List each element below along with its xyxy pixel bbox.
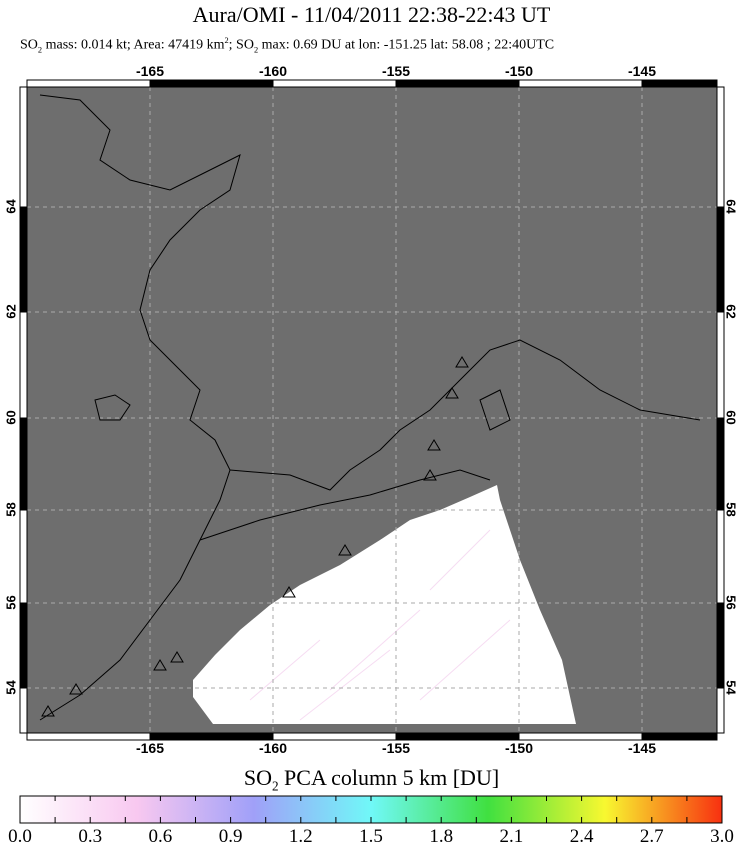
colorbar <box>19 795 723 824</box>
frame-segment <box>149 732 274 741</box>
volcano-icon <box>445 387 459 399</box>
mass-text: mass: 0.014 kt; Area: 47419 km <box>42 37 225 53</box>
colorbar-tick-label: 3.0 <box>710 826 734 847</box>
volcano-icon <box>282 586 296 598</box>
frame-segment <box>716 417 725 511</box>
lon-tick-label: -150 <box>504 740 534 756</box>
so2-retrieval-streaks <box>249 529 511 721</box>
colorbar-tick-label: 2.7 <box>639 826 664 847</box>
frame-segment <box>19 86 28 208</box>
lon-tick-label: -155 <box>381 63 411 79</box>
so2-label: SO <box>20 37 38 53</box>
colorbar-tick-label: 2.1 <box>499 826 524 847</box>
colorbar-tick-label: 0.6 <box>148 826 173 847</box>
frame-segment <box>26 732 151 741</box>
volcano-icon <box>427 439 441 451</box>
volcano-icon <box>41 705 55 717</box>
cb-title-post: PCA column 5 km [DU] <box>278 765 500 790</box>
lon-tick-label: -165 <box>135 740 165 756</box>
lon-tick-label: -160 <box>258 63 288 79</box>
map-area <box>19 79 725 741</box>
frame-segment <box>19 311 28 419</box>
colorbar-tick-label: 1.2 <box>288 826 313 847</box>
no-data-swath <box>193 485 576 724</box>
frame-segment <box>19 509 28 604</box>
frame-segment <box>716 206 725 313</box>
frame-segment <box>272 79 397 88</box>
volcano-icon <box>338 544 352 556</box>
frame-segment <box>518 79 643 88</box>
volcano-icon <box>69 683 83 695</box>
colorbar-tick-label: 0.9 <box>218 826 243 847</box>
frame-segment <box>395 79 520 88</box>
lon-tick-label: -145 <box>627 740 657 756</box>
lon-tick-label: -155 <box>381 740 411 756</box>
frame-segment <box>272 732 397 741</box>
volcano-icon <box>153 659 167 671</box>
lon-tick-label: -150 <box>504 63 534 79</box>
lon-tick-label: -145 <box>627 63 657 79</box>
sub: 2 <box>253 45 259 55</box>
frame-segment <box>716 602 725 689</box>
frame-segment <box>19 206 28 313</box>
lon-tick-label: -160 <box>258 740 288 756</box>
sup: 2 <box>224 36 229 45</box>
cb-title-sub: 2 <box>271 778 279 794</box>
so2-label: ; SO <box>228 37 254 53</box>
frame-segment <box>26 79 151 88</box>
sub: 2 <box>37 45 43 55</box>
frame-segment <box>641 732 718 741</box>
colorbar-tick-label: 0.3 <box>78 826 103 847</box>
frame-segment <box>518 732 643 741</box>
frame-segment <box>716 311 725 419</box>
frame-segment <box>149 79 274 88</box>
coastline <box>39 94 701 721</box>
frame-segment <box>716 687 725 734</box>
volcano-icon <box>455 356 469 368</box>
lon-tick-label: -165 <box>135 63 165 79</box>
frame-segment <box>716 509 725 604</box>
cb-title-pre: SO <box>243 765 272 790</box>
frame-segment <box>19 602 28 689</box>
colorbar-tick-label: 1.8 <box>429 826 454 847</box>
colorbar-tick-label: 2.4 <box>569 826 594 847</box>
map-title: Aura/OMI - 11/04/2011 22:38-22:43 UT <box>192 2 551 27</box>
frame-segment <box>19 687 28 734</box>
volcano-icon <box>423 469 437 481</box>
colorbar-title: SO2 PCA column 5 km [DU] <box>0 765 743 794</box>
colorbar-tick-label: 0.0 <box>8 826 32 847</box>
map-subtitle: SO2 mass: 0.014 kt; Area: 47419 km2; SO2… <box>20 36 554 54</box>
frame-segment <box>716 86 725 208</box>
map-frame <box>19 79 725 741</box>
frame-segment <box>19 417 28 511</box>
frame-segment <box>395 732 520 741</box>
volcano-icon <box>170 651 184 663</box>
colorbar-tick-label: 1.5 <box>359 826 383 847</box>
max-text: max: 0.69 DU at lon: -151.25 lat: 58.08 … <box>258 37 555 53</box>
frame-segment <box>641 79 718 88</box>
volcano-markers <box>41 356 469 717</box>
